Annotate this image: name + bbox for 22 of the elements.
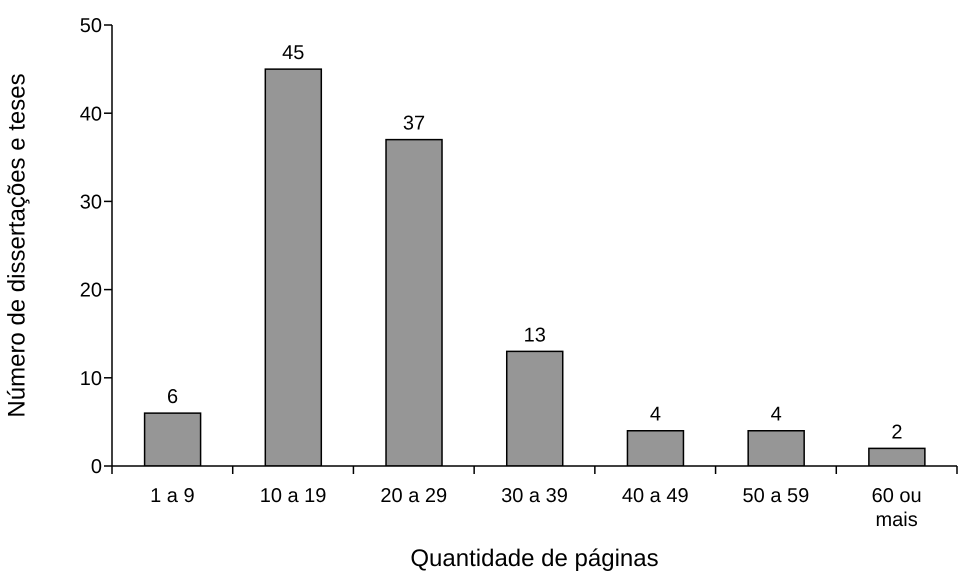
- data-label: 45: [282, 42, 304, 64]
- y-tick-label: 40: [80, 103, 102, 126]
- data-label: 37: [402, 112, 426, 135]
- x-tick-label: 1 a 9: [150, 485, 195, 508]
- data-label: 2: [891, 421, 902, 444]
- data-label: 4: [770, 404, 782, 426]
- x-tick-label: 10 a 19: [260, 485, 326, 508]
- x-tick-label: 50 a 59: [742, 485, 810, 508]
- y-axis-title: Número de dissertações e teses: [4, 73, 31, 418]
- y-tick-label: 50: [80, 15, 102, 38]
- x-tick-label: 40 a 49: [622, 485, 689, 508]
- y-tick-label: 10: [80, 368, 102, 390]
- data-label: 4: [650, 404, 662, 426]
- x-tick-label: 20 a 29: [380, 485, 448, 508]
- x-tick-label: 60 ou mais: [872, 485, 922, 532]
- y-tick-label: 0: [90, 456, 102, 478]
- y-tick-label: 30: [80, 192, 102, 214]
- x-tick-label: 30 a 39: [501, 485, 568, 508]
- y-tick-label: 20: [80, 280, 102, 302]
- data-label: 6: [167, 386, 178, 408]
- x-axis-title: Quantidade de páginas: [410, 545, 659, 572]
- data-label: 13: [524, 324, 546, 346]
